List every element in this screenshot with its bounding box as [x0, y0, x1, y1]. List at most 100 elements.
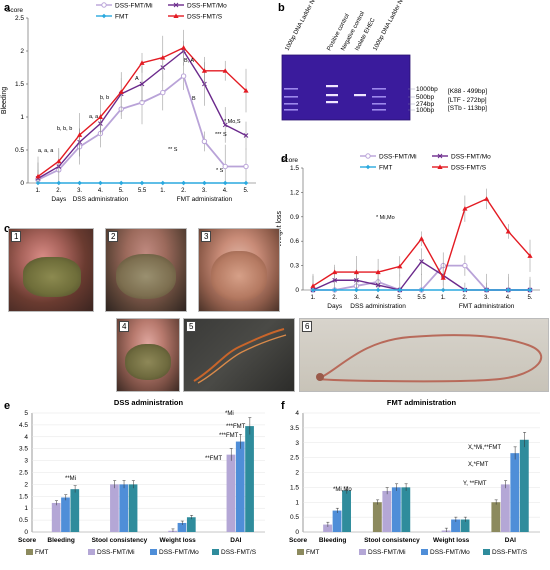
- legend-marker: [437, 164, 443, 169]
- y-tick-label: 2: [20, 48, 24, 55]
- bar-3: [245, 426, 254, 532]
- chart-title: FMT administration: [387, 398, 457, 407]
- data-point: [353, 269, 359, 275]
- legend-marker: [173, 13, 179, 18]
- data-point: [506, 287, 511, 293]
- y-axis-label: Bleeding: [1, 87, 8, 114]
- bar-3: [460, 519, 470, 532]
- ladder-band: [284, 96, 298, 98]
- panel-letter-d: d: [281, 153, 288, 165]
- panel-letter-e: e: [4, 400, 11, 412]
- data-point: [160, 89, 166, 96]
- data-point: [222, 68, 228, 73]
- x-tick-label: 5.5: [417, 295, 426, 301]
- bar-0: [491, 502, 501, 532]
- bar-1: [168, 530, 178, 532]
- data-point: [332, 287, 337, 293]
- y-tick-label: 2.5: [15, 15, 24, 22]
- positive-band: [326, 101, 338, 104]
- data-point: [222, 180, 228, 186]
- data-point: [139, 81, 145, 87]
- positive-band: [326, 94, 338, 97]
- category-label: Stool consistency: [364, 537, 420, 544]
- y-tick-label: 2: [24, 481, 28, 488]
- legend-label: FMT: [379, 165, 392, 172]
- y-tick-label: 4: [295, 410, 299, 417]
- y-tick-label: 0: [20, 180, 24, 187]
- y-tick-label: 1: [295, 499, 299, 506]
- x-tick-label: 2.: [181, 188, 186, 194]
- data-point: [98, 180, 103, 186]
- x-tick-label: 5.5: [138, 188, 147, 194]
- bar-3: [342, 490, 351, 532]
- data-point: [202, 180, 207, 186]
- bar-2: [119, 484, 129, 532]
- annotation: *Mi: [225, 411, 234, 417]
- x-tick-label: 4.: [223, 188, 228, 194]
- data-point: [332, 277, 338, 283]
- y-tick-label: 0.6: [290, 238, 299, 245]
- x-tick-label: 5.: [527, 295, 532, 301]
- data-point: [310, 283, 316, 288]
- legend-label: DSS-FMT/S: [451, 165, 487, 172]
- bar-2: [510, 453, 520, 532]
- annotation: * S: [216, 168, 224, 174]
- photo-2: 2: [105, 228, 187, 312]
- bar-1: [382, 490, 392, 532]
- category-label: Weight loss: [159, 537, 196, 544]
- data-point: [222, 122, 228, 128]
- x-tick-label: 1.: [310, 295, 315, 301]
- x-group-label-days: Days: [327, 303, 343, 310]
- data-point: [160, 55, 166, 60]
- panel-letter-b: b: [278, 2, 285, 14]
- legend-marker: [437, 153, 443, 159]
- annotation: ***FMT: [226, 424, 246, 430]
- x-tick-label: 3.: [77, 188, 82, 194]
- data-point: [354, 287, 359, 293]
- isolate-band: [354, 94, 366, 97]
- gel-target-label: [K88 - 499bp]: [448, 88, 487, 95]
- y-axis-title: Score: [281, 157, 298, 164]
- y-tick-label: 2: [295, 470, 299, 477]
- data-point: [243, 88, 249, 93]
- data-point: [139, 180, 145, 186]
- data-point: [201, 68, 207, 73]
- category-label: DAI: [505, 537, 516, 544]
- annotation: *** S: [215, 132, 227, 138]
- bar-2: [177, 522, 187, 532]
- legend-label: DSS-FMT/Mo: [187, 3, 227, 10]
- y-tick-label: 2.5: [19, 470, 28, 477]
- legend-swatch: [150, 549, 157, 555]
- y-axis-title: Score: [6, 7, 23, 14]
- data-point: [462, 262, 468, 269]
- intestine-drawing: [316, 334, 543, 383]
- legend-swatch: [88, 549, 95, 555]
- photo-label: 5: [186, 321, 197, 332]
- gel-band-size: 500bp: [416, 94, 434, 101]
- bar-2: [235, 441, 245, 532]
- legend-label: DSS-FMT/Mi: [368, 549, 406, 556]
- photo-1: 1: [8, 228, 94, 312]
- legend-label: DSS-FMT/Mi: [115, 3, 153, 10]
- annotation: B: [192, 96, 196, 102]
- bar-2: [391, 487, 401, 532]
- data-point: [419, 287, 424, 293]
- y-tick-label: 3: [24, 458, 28, 465]
- data-point: [462, 206, 468, 211]
- x-tick-label: 3.: [354, 295, 359, 301]
- gel-border: [281, 54, 411, 121]
- y-tick-label: 1: [20, 114, 24, 121]
- x-tick-label: 3.: [202, 188, 207, 194]
- category-label: Bleeding: [47, 537, 74, 544]
- x-group-label-days: Days: [51, 196, 67, 203]
- ladder-band: [284, 103, 298, 105]
- photo-label: 4: [119, 321, 130, 332]
- data-point: [181, 45, 187, 50]
- x-group-label-dss: DSS administration: [73, 196, 129, 203]
- positive-band: [326, 85, 338, 88]
- data-point: [527, 287, 533, 293]
- data-point: [440, 275, 446, 280]
- y-tick-label: 5: [24, 410, 28, 417]
- annotation: Y, **FMT: [463, 481, 487, 487]
- gel-lane-label: 100bp DNA Ladder NEB: [284, 0, 320, 52]
